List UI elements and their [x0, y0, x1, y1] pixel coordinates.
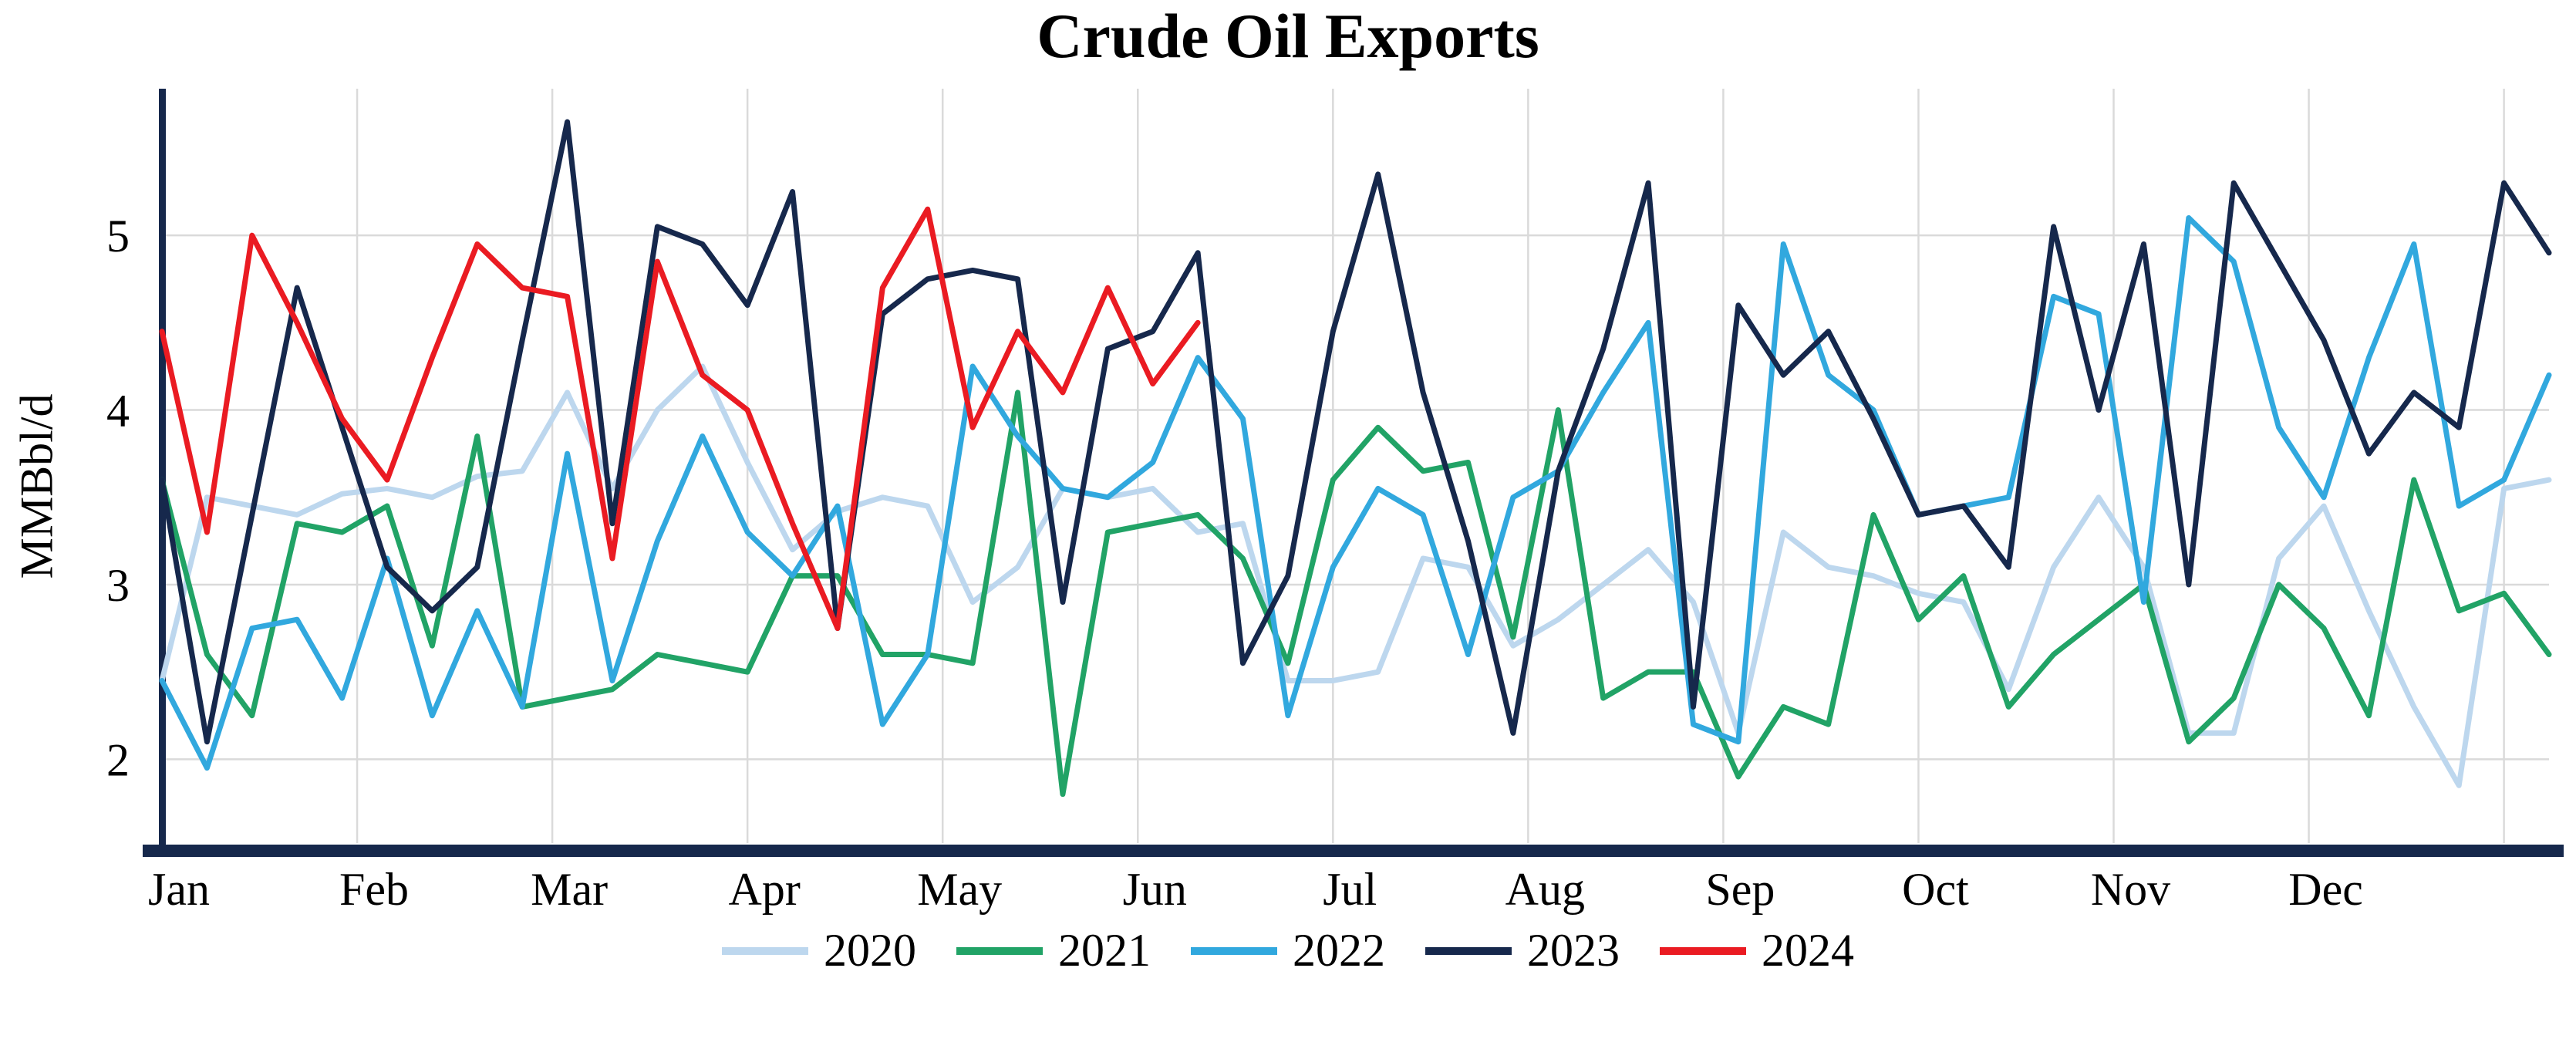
legend-label-2023: 2023	[1527, 925, 1620, 976]
legend-item-2021: 2021	[956, 924, 1151, 977]
x-tick-label-oct: Oct	[1902, 864, 1969, 915]
legend-item-2020: 2020	[722, 924, 916, 977]
x-tick-label-may: May	[917, 864, 1002, 915]
x-tick-label-jun: Jun	[1123, 864, 1187, 915]
y-tick-label-4: 4	[106, 386, 130, 437]
legend-label-2022: 2022	[1293, 925, 1385, 976]
x-tick-label-feb: Feb	[339, 864, 409, 915]
series-line-2024	[159, 206, 1201, 632]
series-line-2020	[159, 363, 2552, 788]
y-tick-label-3: 3	[106, 560, 130, 611]
legend-swatch-2024	[1660, 946, 1746, 955]
x-tick-label-apr: Apr	[728, 864, 800, 915]
series-line-2022	[159, 215, 2552, 771]
series-line-2023	[159, 119, 2552, 745]
legend-item-2022: 2022	[1191, 924, 1385, 977]
x-tick-label-sep: Sep	[1705, 864, 1775, 915]
legend: 2020 2021 2022 2023 2024	[0, 924, 2576, 977]
chart-title: Crude Oil Exports	[1037, 1, 1539, 71]
legend-item-2023: 2023	[1425, 924, 1620, 977]
x-tick-label-jul: Jul	[1323, 864, 1377, 915]
y-axis-spine	[159, 89, 166, 857]
x-tick-label-jan: Jan	[148, 864, 210, 915]
x-tick-label-nov: Nov	[2091, 864, 2170, 915]
y-tick-label-5: 5	[106, 211, 130, 261]
legend-swatch-2020	[722, 946, 808, 955]
x-tick-label-mar: Mar	[531, 864, 608, 915]
series-line-2021	[159, 390, 2552, 798]
x-tick-label-dec: Dec	[2288, 864, 2363, 915]
legend-label-2024: 2024	[1762, 925, 1854, 976]
x-axis-spine	[143, 845, 2564, 857]
legend-swatch-2021	[956, 946, 1043, 955]
legend-swatch-2023	[1425, 946, 1512, 955]
legend-swatch-2022	[1191, 946, 1277, 955]
legend-label-2020: 2020	[824, 925, 916, 976]
legend-item-2024: 2024	[1660, 924, 1854, 977]
legend-label-2021: 2021	[1058, 925, 1151, 976]
y-tick-label-2: 2	[106, 734, 130, 785]
x-tick-label-aug: Aug	[1505, 864, 1585, 915]
